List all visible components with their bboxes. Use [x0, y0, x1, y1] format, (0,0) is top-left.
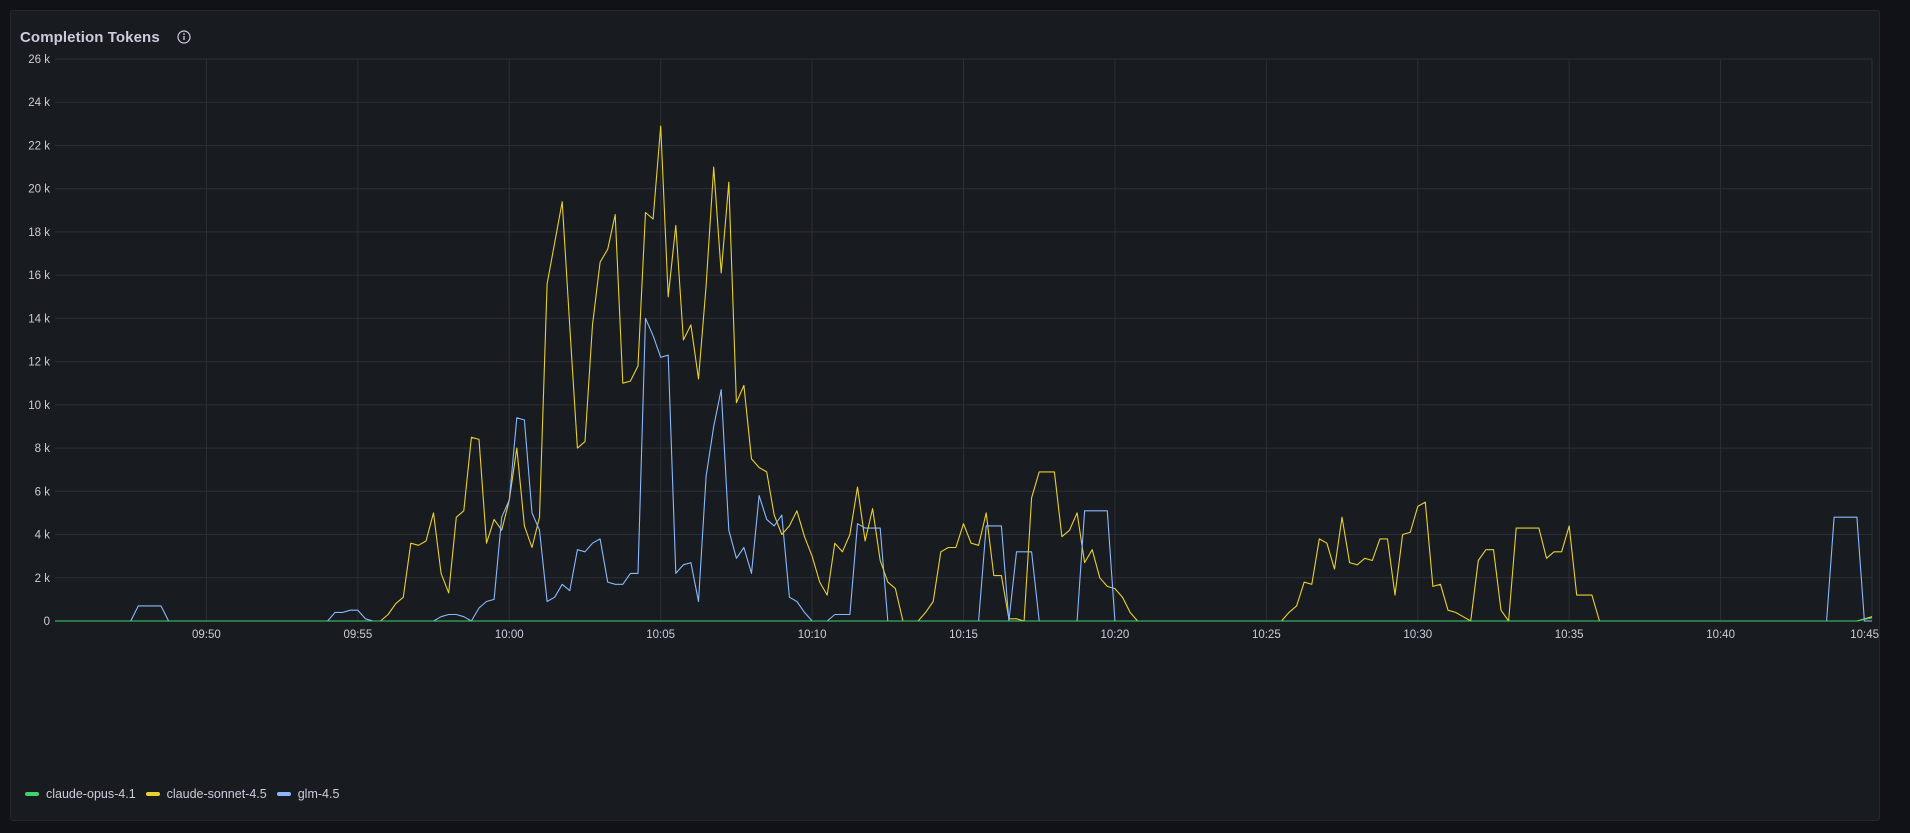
x-tick-label: 10:35 — [1555, 629, 1584, 641]
y-tick-label: 8 k — [35, 443, 51, 455]
y-tick-label: 14 k — [28, 313, 50, 325]
y-tick-label: 22 k — [28, 140, 50, 152]
info-icon[interactable] — [176, 29, 192, 45]
y-tick-label: 0 — [44, 616, 50, 628]
y-tick-label: 24 k — [28, 97, 50, 109]
series-line-claude-opus-4-1[interactable] — [55, 617, 1873, 622]
y-tick-label: 26 k — [28, 54, 50, 66]
x-tick-label: 10:15 — [949, 629, 978, 641]
series-line-claude-sonnet-4-5[interactable] — [55, 125, 1873, 622]
x-tick-label: 10:25 — [1252, 629, 1281, 641]
x-tick-label: 10:45 — [1850, 629, 1879, 641]
legend-swatch — [276, 792, 291, 796]
x-tick-label: 10:30 — [1403, 629, 1432, 641]
x-tick-label: 10:00 — [495, 629, 524, 641]
y-tick-label: 20 k — [28, 184, 50, 196]
x-tick-label: 10:10 — [798, 629, 827, 641]
y-tick-label: 18 k — [28, 227, 50, 239]
y-tick-label: 10 k — [28, 400, 50, 412]
legend-swatch — [145, 792, 160, 796]
legend-label: claude-sonnet-4.5 — [166, 787, 267, 801]
x-tick-label: 09:55 — [343, 629, 372, 641]
y-tick-label: 4 k — [35, 530, 51, 542]
legend-item[interactable]: claude-sonnet-4.5 — [145, 787, 267, 801]
chart-legend: claude-opus-4.1 claude-sonnet-4.5 glm-4.5 — [25, 787, 339, 801]
time-series-chart[interactable]: 0 2 k 4 k 6 k 8 k 10 k 12 k 14 k 16 k 18 k 20 k 22 … — [11, 11, 1879, 820]
panel-title[interactable]: Completion Tokens — [20, 28, 160, 46]
legend-item[interactable]: glm-4.5 — [276, 787, 340, 801]
legend-swatch — [25, 792, 39, 796]
x-tick-label: 09:50 — [192, 629, 221, 641]
y-tick-label: 6 k — [35, 486, 51, 498]
panel-header: Completion Tokens — [20, 20, 192, 54]
y-tick-label: 16 k — [28, 270, 50, 282]
x-tick-label: 10:05 — [646, 629, 675, 641]
legend-label: claude-opus-4.1 — [46, 787, 136, 801]
legend-item[interactable]: claude-opus-4.1 — [25, 787, 136, 801]
chart-panel: Completion Tokens 0 2 k 4 k 6 k 8 k 10 k 12 k 1… — [10, 10, 1880, 821]
x-tick-label: 10:40 — [1706, 629, 1735, 641]
series-line-glm-4-5[interactable] — [55, 317, 1872, 622]
legend-label: glm-4.5 — [297, 787, 340, 801]
x-tick-label: 10:20 — [1101, 629, 1130, 641]
y-tick-label: 2 k — [35, 573, 51, 585]
y-tick-label: 12 k — [28, 357, 50, 369]
